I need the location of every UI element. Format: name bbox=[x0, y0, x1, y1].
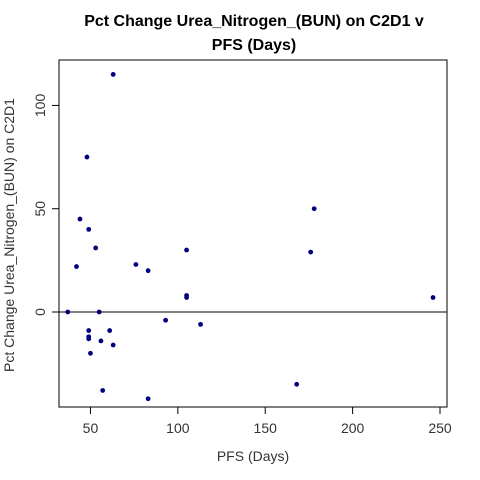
data-point bbox=[96, 309, 102, 315]
x-tick-label: 100 bbox=[166, 420, 190, 436]
y-tick-label: 50 bbox=[32, 201, 48, 217]
data-point bbox=[184, 247, 189, 253]
data-point bbox=[294, 381, 300, 387]
y-axis: 0 50 100 bbox=[32, 94, 59, 316]
data-point bbox=[77, 216, 83, 222]
data-point bbox=[74, 264, 79, 269]
x-tick-label: 150 bbox=[254, 420, 278, 436]
data-point bbox=[163, 317, 169, 323]
data-point bbox=[65, 309, 71, 315]
data-point bbox=[311, 206, 317, 212]
y-axis-label: Pct Change Urea_Nitrogen_(BUN) on C2D1 bbox=[1, 98, 17, 372]
data-point bbox=[107, 328, 113, 333]
data-point bbox=[86, 226, 92, 232]
plot-frame bbox=[58, 59, 448, 408]
data-point bbox=[430, 295, 436, 300]
data-point bbox=[88, 350, 93, 356]
data-point bbox=[308, 249, 314, 255]
data-points bbox=[65, 72, 436, 402]
data-point bbox=[145, 396, 151, 402]
y-tick-label: 100 bbox=[32, 94, 48, 118]
y-tick-label: 0 bbox=[32, 308, 48, 316]
x-tick-label: 250 bbox=[428, 420, 452, 436]
x-axis: 50 100 150 200 250 bbox=[83, 407, 452, 436]
x-tick-label: 200 bbox=[341, 420, 365, 436]
data-point bbox=[98, 338, 104, 344]
chart-title-line-2: PFS (Days) bbox=[212, 37, 296, 54]
data-point bbox=[110, 72, 116, 77]
chart-title-line-1: Pct Change Urea_Nitrogen_(BUN) on C2D1 v bbox=[84, 13, 424, 30]
data-point bbox=[110, 342, 116, 348]
data-point bbox=[100, 388, 106, 393]
data-point bbox=[198, 321, 203, 327]
data-point bbox=[86, 336, 92, 342]
x-axis-label: PFS (Days) bbox=[217, 448, 289, 464]
data-point bbox=[184, 295, 189, 300]
data-point bbox=[86, 328, 92, 333]
x-tick-label: 50 bbox=[83, 420, 99, 436]
data-point bbox=[145, 268, 151, 274]
data-point bbox=[84, 154, 90, 160]
data-point bbox=[133, 262, 139, 267]
data-point bbox=[93, 245, 99, 251]
